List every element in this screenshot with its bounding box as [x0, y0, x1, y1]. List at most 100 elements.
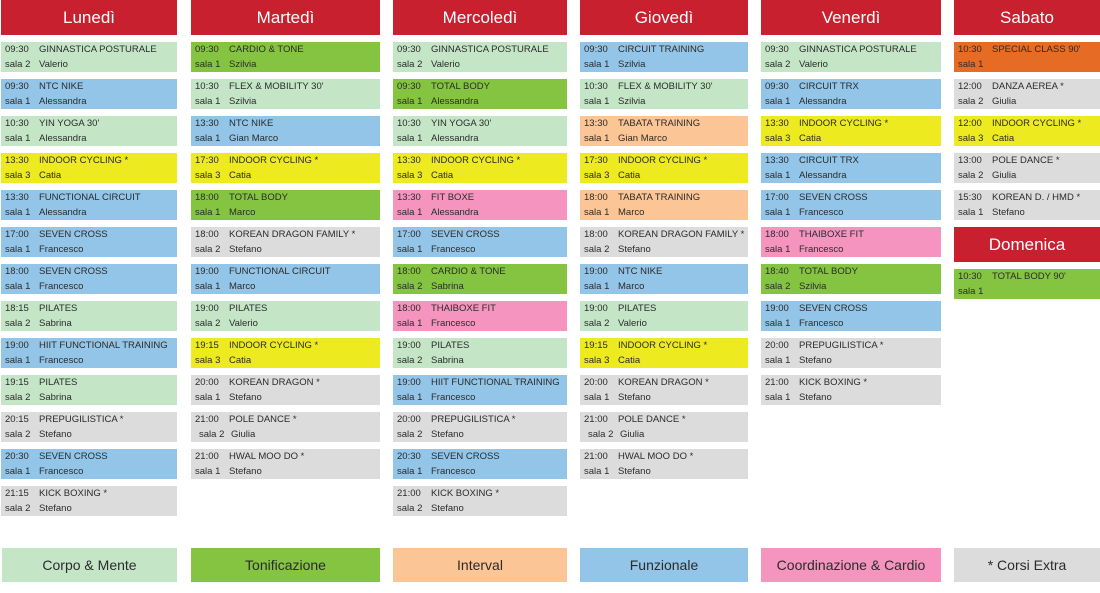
class-instructor: Stefano — [229, 392, 262, 403]
class-slot[interactable]: 10:30 SPECIAL CLASS 90' sala 1 — [954, 42, 1100, 72]
class-name: NTC NIKE — [229, 118, 274, 129]
class-slot[interactable]: 20:30 SEVEN CROSS sala 1 Francesco — [1, 449, 177, 479]
class-slot-detail-line: sala 1 Francesco — [761, 205, 941, 220]
class-slot-main-line: 18:00 KOREAN DRAGON FAMILY * — [580, 227, 748, 242]
class-slot[interactable]: 09:30 GINNASTICA POSTURALE sala 2 Valerio — [393, 42, 567, 72]
class-slot[interactable]: 13:30 FIT BOXE sala 1 Alessandra — [393, 190, 567, 220]
class-slot[interactable]: 09:30 CIRCUIT TRAINING sala 1 Szilvia — [580, 42, 748, 72]
class-slot[interactable]: 09:30 TOTAL BODY sala 1 Alessandra — [393, 79, 567, 109]
class-slot[interactable]: 18:00 TABATA TRAINING sala 1 Marco — [580, 190, 748, 220]
class-slot[interactable]: 09:30 CARDIO & TONE sala 1 Szilvia — [191, 42, 380, 72]
class-instructor: Szilvia — [229, 96, 257, 107]
class-slot[interactable]: 20:00 PREPUGILISTICA * sala 2 Stefano — [393, 412, 567, 442]
class-slot[interactable]: 18:00 THAIBOXE FIT sala 1 Francesco — [393, 301, 567, 331]
class-slot[interactable]: 13:30 NTC NIKE sala 1 Gian Marco — [191, 116, 380, 146]
class-slot[interactable]: 20:00 PREPUGILISTICA * sala 1 Stefano — [761, 338, 941, 368]
class-time: 19:00 — [765, 303, 789, 314]
class-slot[interactable]: 19:00 PILATES sala 2 Valerio — [580, 301, 748, 331]
day-column-domenica: Domenica 10:30 TOTAL BODY 90' sala 1 — [954, 227, 1100, 306]
class-slot[interactable]: 18:00 CARDIO & TONE sala 2 Sabrina — [393, 264, 567, 294]
class-slot[interactable]: 13:30 INDOOR CYCLING * sala 3 Catia — [393, 153, 567, 183]
class-slot[interactable]: 12:00 INDOOR CYCLING * sala 3 Catia — [954, 116, 1100, 146]
class-slot[interactable]: 18:00 THAIBOXE FIT sala 1 Francesco — [761, 227, 941, 257]
class-slot[interactable]: 09:30 CIRCUIT TRX sala 1 Alessandra — [761, 79, 941, 109]
class-time: 09:30 — [5, 81, 29, 92]
class-slot[interactable]: 13:30 CIRCUIT TRX sala 1 Alessandra — [761, 153, 941, 183]
class-slot[interactable]: 13:30 INDOOR CYCLING * sala 3 Catia — [1, 153, 177, 183]
class-name: TOTAL BODY — [799, 266, 858, 277]
class-slot[interactable]: 17:30 INDOOR CYCLING * sala 3 Catia — [580, 153, 748, 183]
class-slot[interactable]: 21:00 HWAL MOO DO * sala 1 Stefano — [580, 449, 748, 479]
class-slot[interactable]: 13:30 TABATA TRAINING sala 1 Gian Marco — [580, 116, 748, 146]
class-time: 20:00 — [397, 414, 421, 425]
class-time: 20:00 — [584, 377, 608, 388]
class-slot-detail-line: sala 2 Giulia — [954, 94, 1100, 109]
class-slot[interactable]: 19:15 INDOOR CYCLING * sala 3 Catia — [191, 338, 380, 368]
class-slot[interactable]: 18:00 KOREAN DRAGON FAMILY * sala 2 Stefano — [580, 227, 748, 257]
class-slot[interactable]: 17:00 SEVEN CROSS sala 1 Francesco — [761, 190, 941, 220]
class-slot[interactable]: 21:00 POLE DANCE * sala 2 Giulia — [580, 412, 748, 442]
class-slot[interactable]: 21:00 POLE DANCE * sala 2 Giulia — [191, 412, 380, 442]
class-slot[interactable]: 09:30 GINNASTICA POSTURALE sala 2 Valerio — [1, 42, 177, 72]
class-slot[interactable]: 21:15 KICK BOXING * sala 2 Stefano — [1, 486, 177, 516]
class-slot-detail-line: sala 1 Francesco — [393, 242, 567, 257]
day-column-lunedi: Lunedì 09:30 GINNASTICA POSTURALE sala 2 Val… — [1, 0, 177, 523]
class-slot[interactable]: 18:00 TOTAL BODY sala 1 Marco — [191, 190, 380, 220]
class-slot[interactable]: 18:00 KOREAN DRAGON FAMILY * sala 2 Stefano — [191, 227, 380, 257]
class-slot[interactable]: 10:30 YIN YOGA 30' sala 1 Alessandra — [393, 116, 567, 146]
class-room: sala 1 — [397, 207, 423, 218]
class-time: 15:30 — [958, 192, 982, 203]
class-slot[interactable]: 10:30 FLEX & MOBILITY 30' sala 1 Szilvia — [191, 79, 380, 109]
class-instructor: Giulia — [992, 170, 1017, 181]
class-slot[interactable]: 17:00 SEVEN CROSS sala 1 Francesco — [393, 227, 567, 257]
class-slot[interactable]: 12:00 DANZA AEREA * sala 2 Giulia — [954, 79, 1100, 109]
legend-item-funzionale: Funzionale — [580, 548, 748, 582]
class-slot[interactable]: 20:30 SEVEN CROSS sala 1 Francesco — [393, 449, 567, 479]
class-slot[interactable]: 19:00 HIIT FUNCTIONAL TRAINING sala 1 Franc… — [393, 375, 567, 405]
class-slot[interactable]: 19:00 PILATES sala 2 Valerio — [191, 301, 380, 331]
class-slot[interactable]: 19:00 FUNCTIONAL CIRCUIT sala 1 Marco — [191, 264, 380, 294]
class-slot-main-line: 13:30 FIT BOXE — [393, 190, 567, 205]
class-slot[interactable]: 09:30 GINNASTICA POSTURALE sala 2 Valerio — [761, 42, 941, 72]
class-room: sala 1 — [195, 133, 221, 144]
class-slot[interactable]: 19:00 SEVEN CROSS sala 1 Francesco — [761, 301, 941, 331]
class-slot[interactable]: 10:30 YIN YOGA 30' sala 1 Alessandra — [1, 116, 177, 146]
class-name: CIRCUIT TRX — [799, 81, 859, 92]
class-slot[interactable]: 19:15 PILATES sala 2 Sabrina — [1, 375, 177, 405]
class-instructor: Alessandra — [431, 133, 479, 144]
class-slot[interactable]: 18:40 TOTAL BODY sala 2 Szilvia — [761, 264, 941, 294]
class-slot[interactable]: 13:00 POLE DANCE * sala 2 Giulia — [954, 153, 1100, 183]
class-name: YIN YOGA 30' — [39, 118, 100, 129]
class-slot[interactable]: 19:00 HIIT FUNCTIONAL TRAINING sala 1 Franc… — [1, 338, 177, 368]
class-slot[interactable]: 21:00 KICK BOXING * sala 1 Stefano — [761, 375, 941, 405]
class-slot-detail-line: sala 3 Catia — [1, 168, 177, 183]
class-slot[interactable]: 09:30 NTC NIKE sala 1 Alessandra — [1, 79, 177, 109]
class-slot[interactable]: 21:00 HWAL MOO DO * sala 1 Stefano — [191, 449, 380, 479]
class-name: TABATA TRAINING — [618, 192, 701, 203]
class-slot[interactable]: 18:15 PILATES sala 2 Sabrina — [1, 301, 177, 331]
class-slot[interactable]: 20:00 KOREAN DRAGON * sala 1 Stefano — [580, 375, 748, 405]
class-slot[interactable]: 15:30 KOREAN D. / HMD * sala 1 Stefano — [954, 190, 1100, 220]
class-slot[interactable]: 19:00 NTC NIKE sala 1 Marco — [580, 264, 748, 294]
class-slot[interactable]: 21:00 KICK BOXING * sala 2 Stefano — [393, 486, 567, 516]
class-slot[interactable]: 10:30 TOTAL BODY 90' sala 1 — [954, 269, 1100, 299]
class-room: sala 1 — [765, 392, 791, 403]
class-time: 18:00 — [195, 229, 219, 240]
class-name: CARDIO & TONE — [229, 44, 304, 55]
class-slot[interactable]: 20:00 KOREAN DRAGON * sala 1 Stefano — [191, 375, 380, 405]
class-slot-detail-line: sala 2 Szilvia — [761, 279, 941, 294]
class-slot[interactable]: 13:30 INDOOR CYCLING * sala 3 Catia — [761, 116, 941, 146]
class-slot[interactable]: 20:15 PREPUGILISTICA * sala 2 Stefano — [1, 412, 177, 442]
class-name: INDOOR CYCLING * — [992, 118, 1082, 129]
class-slot-detail-line: sala 1 Francesco — [393, 316, 567, 331]
class-slot[interactable]: 13:30 FUNCTIONAL CIRCUIT sala 1 Alessandra — [1, 190, 177, 220]
class-instructor: Gian Marco — [229, 133, 279, 144]
class-instructor: Stefano — [39, 429, 72, 440]
class-slot[interactable]: 17:00 SEVEN CROSS sala 1 Francesco — [1, 227, 177, 257]
class-slot[interactable]: 18:00 SEVEN CROSS sala 1 Francesco — [1, 264, 177, 294]
class-slot[interactable]: 10:30 FLEX & MOBILITY 30' sala 1 Szilvia — [580, 79, 748, 109]
class-slot[interactable]: 17:30 INDOOR CYCLING * sala 3 Catia — [191, 153, 380, 183]
class-slot[interactable]: 19:15 INDOOR CYCLING * sala 3 Catia — [580, 338, 748, 368]
class-slot-main-line: 09:30 CARDIO & TONE — [191, 42, 380, 57]
class-slot[interactable]: 19:00 PILATES sala 2 Sabrina — [393, 338, 567, 368]
